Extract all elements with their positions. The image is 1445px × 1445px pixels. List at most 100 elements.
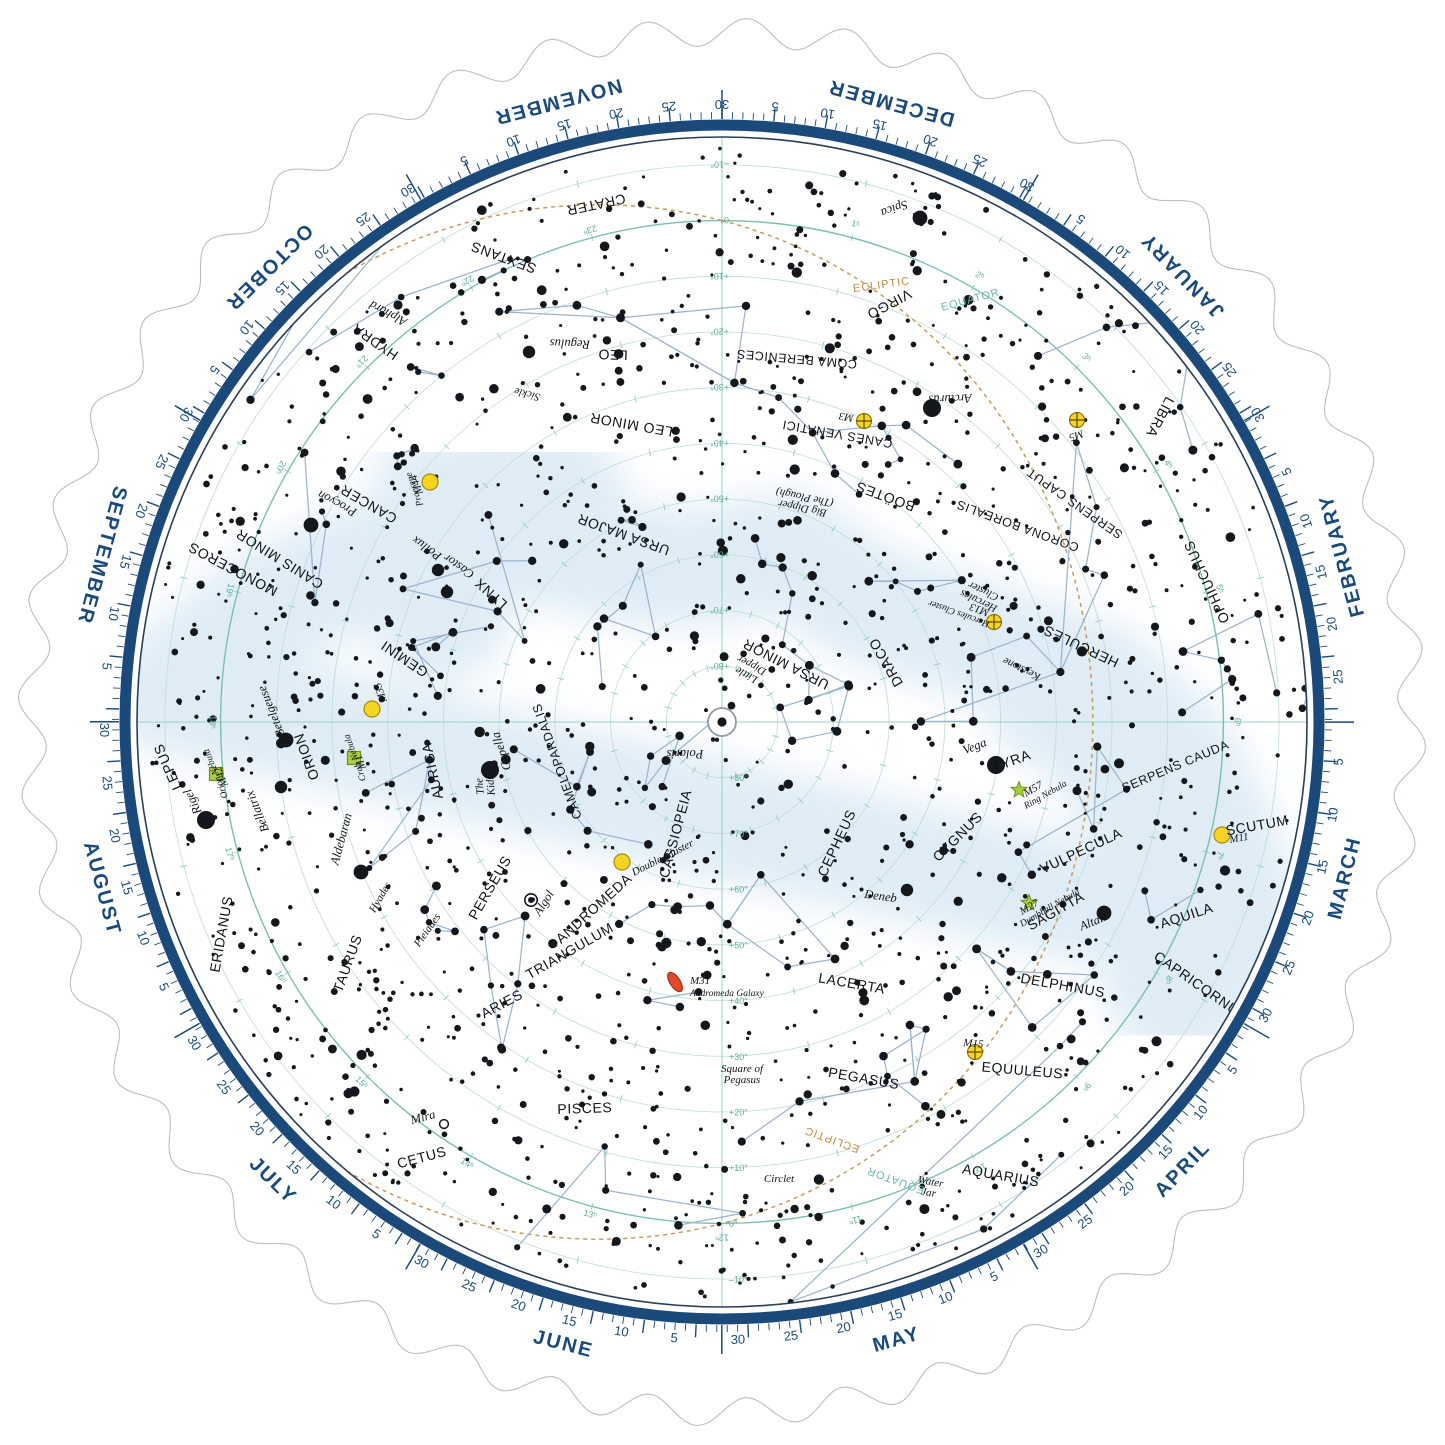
date-label[interactable]: 25	[970, 151, 989, 171]
dso-label: M1	[353, 753, 370, 772]
star-label: Mira	[408, 1107, 437, 1127]
date-label[interactable]: 10	[105, 605, 122, 622]
asterism-label: Circlet	[764, 1173, 795, 1185]
svg-text:+70°: +70°	[729, 829, 748, 839]
date-label[interactable]: 30	[731, 1332, 746, 1347]
date-label[interactable]: 15	[561, 1311, 579, 1329]
date-label[interactable]: 10	[1324, 806, 1341, 823]
svg-text:+10°: +10°	[729, 1163, 748, 1173]
date-label[interactable]: 10	[1296, 512, 1315, 531]
date-label[interactable]: 25	[1219, 360, 1240, 380]
date-label[interactable]: 5	[1330, 758, 1345, 766]
dso-label: M31	[689, 975, 710, 987]
svg-text:1ʰ: 1ʰ	[850, 218, 861, 230]
date-label[interactable]: 5	[670, 1330, 678, 1346]
svg-text:6ʰ: 6ʰ	[1233, 718, 1243, 727]
date-label[interactable]: 30	[1255, 1005, 1275, 1025]
svg-text:–10°: –10°	[710, 159, 729, 169]
dso-label: M15	[962, 1037, 985, 1051]
date-label[interactable]: 15	[1313, 858, 1331, 876]
date-label[interactable]: 25	[1075, 1211, 1096, 1232]
date-label[interactable]: 30	[398, 180, 418, 200]
date-label[interactable]: 10	[613, 1323, 630, 1340]
svg-text:11ʰ: 11ʰ	[847, 1214, 862, 1227]
disk-inner-border	[136, 136, 1308, 1308]
svg-text:+60°: +60°	[729, 885, 748, 895]
date-label[interactable]: 25	[353, 209, 373, 230]
date-label[interactable]: 20	[921, 131, 940, 150]
date-label[interactable]: 10	[936, 1288, 955, 1307]
date-label[interactable]: 30	[1017, 175, 1037, 195]
dso-sublabel: Andromeda Galaxy	[689, 989, 765, 999]
svg-text:0°: 0°	[729, 1219, 738, 1229]
star-label: Regulus	[549, 336, 591, 351]
center-pivot	[707, 707, 737, 737]
svg-text:+20°: +20°	[710, 327, 729, 337]
date-label[interactable]: 20	[1323, 616, 1340, 633]
date-label[interactable]: 25	[783, 1327, 799, 1344]
star-label: Deneb	[862, 887, 897, 906]
svg-text:+30°: +30°	[729, 1052, 748, 1062]
date-label[interactable]: 15	[555, 116, 573, 134]
date-label[interactable]: 25	[460, 1276, 479, 1296]
date-label[interactable]: 20	[106, 827, 123, 844]
svg-text:+50°: +50°	[710, 494, 729, 504]
date-label[interactable]: 15	[117, 553, 135, 571]
date-label[interactable]: 15	[871, 116, 889, 134]
svg-text:+30°: +30°	[710, 382, 729, 392]
date-label[interactable]: 15	[118, 878, 136, 896]
date-label[interactable]: 30	[1248, 405, 1268, 425]
svg-text:23ʰ: 23ʰ	[582, 223, 598, 236]
dso-label: M3	[838, 409, 856, 424]
date-label[interactable]: 25	[152, 452, 172, 471]
deep-sky-objects	[208, 411, 1231, 1061]
date-label[interactable]: 25	[214, 1077, 235, 1098]
date-label[interactable]: 30	[97, 723, 112, 738]
date-label[interactable]: 20	[835, 1319, 852, 1337]
date-label[interactable]: 20	[132, 502, 151, 521]
svg-text:–10°: –10°	[729, 1275, 748, 1285]
date-label[interactable]: 30	[184, 1033, 204, 1053]
date-label[interactable]: 15	[886, 1306, 904, 1324]
date-label[interactable]: 5	[771, 99, 779, 115]
date-label[interactable]: 30	[1031, 1241, 1051, 1261]
date-label[interactable]: 5	[99, 662, 115, 671]
date-label[interactable]: 25	[1330, 669, 1346, 685]
svg-text:+60°: +60°	[710, 549, 729, 559]
svg-text:+20°: +20°	[729, 1108, 748, 1118]
svg-text:0°: 0°	[720, 215, 729, 225]
svg-text:+40°: +40°	[710, 438, 729, 448]
svg-text:5ʰ: 5ʰ	[1214, 583, 1226, 594]
date-label[interactable]: 30	[412, 1252, 432, 1272]
date-label[interactable]: 20	[608, 105, 625, 122]
dso-label: M11	[1227, 831, 1249, 846]
star-label: Polaris	[666, 747, 704, 761]
svg-text:+80°: +80°	[710, 661, 729, 671]
date-label[interactable]: 10	[819, 105, 836, 122]
date-label[interactable]: 30	[715, 97, 729, 112]
svg-text:7ʰ: 7ʰ	[1214, 850, 1226, 861]
date-label[interactable]: 30	[176, 405, 196, 425]
date-label[interactable]: 25	[99, 775, 115, 791]
date-label[interactable]: 20	[1298, 909, 1317, 927]
date-label[interactable]: 25	[1279, 958, 1299, 977]
svg-text:12ʰ: 12ʰ	[715, 1233, 729, 1243]
date-label[interactable]: 25	[661, 99, 677, 115]
svg-text:+70°: +70°	[710, 605, 729, 615]
svg-text:+50°: +50°	[729, 940, 748, 950]
asterism-label: WaterJar	[915, 1174, 945, 1201]
asterism-label: TheKids	[473, 775, 498, 798]
svg-text:+10°: +10°	[710, 271, 729, 281]
date-label[interactable]: 10	[134, 929, 153, 948]
date-label[interactable]: 20	[509, 1296, 528, 1315]
date-label[interactable]: 15	[1312, 563, 1330, 581]
constellation-label: EQUULEUS	[981, 1058, 1064, 1081]
month-ring-band	[119, 119, 1325, 1325]
svg-text:18ʰ: 18ʰ	[207, 715, 217, 729]
constellation-label: LEO	[598, 346, 628, 363]
celestial-equator	[219, 219, 1225, 1225]
date-tick-marks	[90, 90, 1354, 1354]
date-label[interactable]: 10	[504, 131, 523, 150]
